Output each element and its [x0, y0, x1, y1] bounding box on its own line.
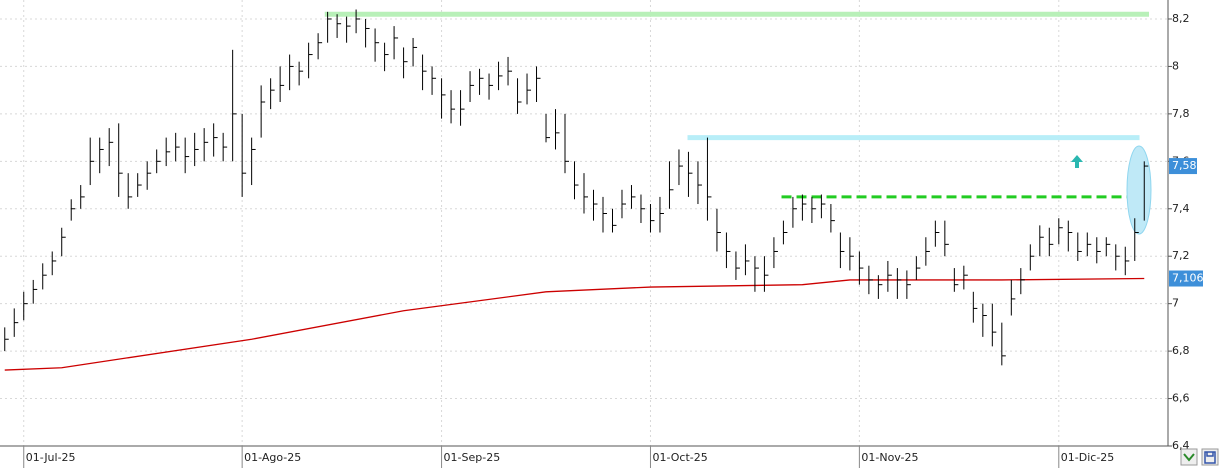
x-tick-label: 01-Oct-25: [652, 451, 707, 464]
price-label-box: [1169, 158, 1197, 175]
x-tick-label: 01-Sep-25: [444, 451, 501, 464]
highlight-ellipse: [1126, 145, 1152, 235]
up-arrow: [1071, 155, 1083, 168]
price-label: 7,106: [1172, 272, 1204, 285]
price-label: 7,58: [1172, 159, 1197, 172]
x-tick-label: 01-Nov-25: [861, 451, 918, 464]
x-tick-label: 01-Jul-25: [26, 451, 76, 464]
save-button[interactable]: [1201, 448, 1219, 466]
y-tick-label: 6,8: [1172, 344, 1190, 357]
save-icon: [1204, 451, 1216, 464]
y-tick-label: 7,2: [1172, 249, 1190, 262]
scroll-icon: [1183, 453, 1195, 462]
moving-average-line: [4, 277, 1145, 371]
y-tick-label: 7,4: [1172, 202, 1190, 215]
price-label-box: [1169, 270, 1203, 287]
scroll-button[interactable]: [1180, 448, 1198, 466]
y-tick-label: 6,6: [1172, 392, 1190, 405]
x-tick-label: 01-Dic-25: [1061, 451, 1115, 464]
y-tick-label: 7: [1172, 297, 1179, 310]
y-tick-label: 8: [1172, 59, 1179, 72]
y-tick-label: 8,2: [1172, 12, 1190, 25]
x-tick-label: 01-Ago-25: [244, 451, 301, 464]
y-tick-label: 7,8: [1172, 107, 1190, 120]
